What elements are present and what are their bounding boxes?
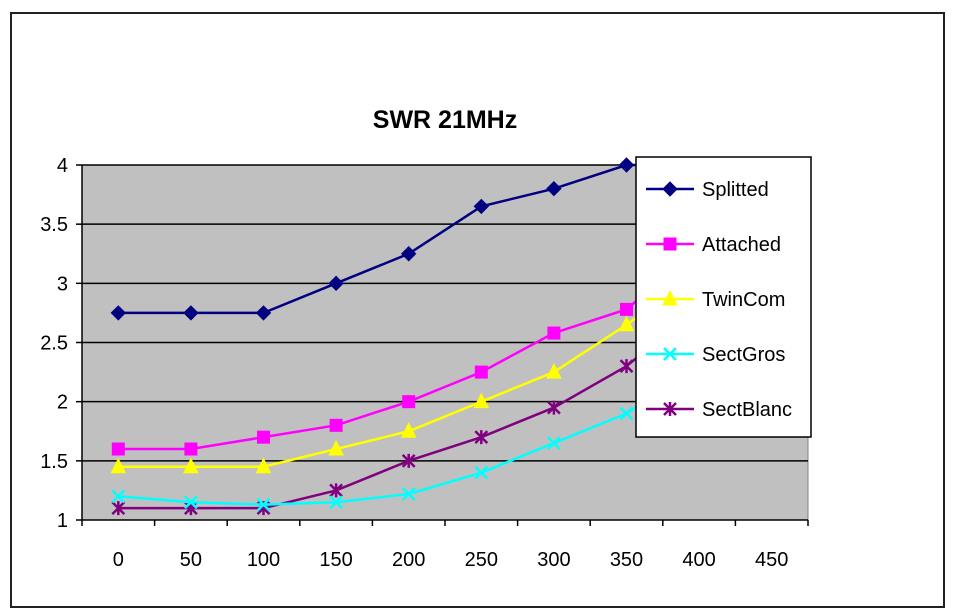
data-point-sectgros — [401, 487, 416, 501]
data-point-attached — [402, 395, 416, 409]
data-point-sectgros — [111, 489, 126, 504]
data-point-twincom — [183, 457, 199, 474]
x-tick-label: 400 — [682, 549, 715, 571]
data-point-attached — [111, 442, 125, 456]
legend-label: SectBlanc — [702, 399, 792, 421]
legend-label: SectGros — [702, 344, 785, 366]
x-tick-label: 200 — [392, 549, 425, 571]
data-point-attached — [547, 326, 561, 340]
data-point-twincom — [110, 457, 127, 474]
legend-marker — [663, 402, 677, 416]
data-point-twincom — [473, 392, 490, 409]
data-point-splitted — [183, 305, 199, 321]
chart-title: SWR 21MHz — [373, 106, 517, 134]
legend-label: Attached — [702, 234, 781, 256]
data-point-sectgros — [184, 495, 198, 510]
data-point-sectblanc — [111, 501, 126, 516]
x-tick-label: 100 — [247, 549, 280, 571]
data-point-twincom — [328, 439, 344, 456]
legend-marker — [662, 289, 678, 306]
x-tick-label: 250 — [465, 549, 498, 571]
y-tick-label: 3 — [57, 273, 68, 295]
data-point-sectblanc — [329, 483, 343, 498]
data-point-twincom — [400, 422, 417, 438]
x-tick-label: 350 — [610, 549, 643, 571]
data-point-sectblanc — [401, 453, 416, 468]
data-point-splitted — [618, 157, 635, 173]
data-point-attached — [257, 430, 270, 444]
data-point-sectblanc — [547, 400, 561, 415]
legend-label: TwinCom — [702, 289, 785, 311]
data-point-attached — [620, 302, 633, 316]
legend-item-twincom: TwinCom — [646, 289, 785, 311]
y-tick-label: 1 — [57, 510, 68, 532]
data-point-splitted — [110, 305, 127, 321]
legend-item-sectgros: SectGros — [646, 344, 785, 366]
data-point-splitted — [473, 198, 490, 215]
x-tick-label: 150 — [319, 549, 352, 571]
data-point-sectgros — [547, 436, 561, 450]
data-point-splitted — [328, 275, 344, 292]
x-tick-label: 50 — [180, 549, 202, 571]
legend-item-sectblanc: SectBlanc — [646, 399, 792, 421]
data-point-splitted — [255, 305, 272, 321]
data-point-attached — [329, 418, 343, 432]
legend-marker — [663, 237, 677, 251]
legend-marker — [662, 181, 678, 197]
y-tick-label: 4 — [57, 155, 68, 177]
legend-marker — [663, 347, 677, 361]
data-point-sectgros — [329, 495, 343, 510]
x-tick-label: 0 — [113, 549, 124, 571]
data-point-twincom — [546, 362, 562, 379]
data-point-sectgros — [619, 406, 634, 421]
legend: Splitted Attached TwinCom SectGros SectBlanc — [635, 156, 812, 438]
data-point-splitted — [400, 246, 417, 262]
legend-box — [635, 156, 812, 438]
data-point-twincom — [255, 457, 272, 474]
data-point-sectblanc — [619, 359, 634, 374]
x-tick-label: 300 — [537, 549, 570, 571]
y-tick-label: 2 — [57, 392, 68, 414]
data-point-attached — [184, 442, 198, 456]
x-tick-label: 450 — [755, 549, 788, 571]
legend-item-splitted: Splitted — [646, 179, 769, 201]
y-tick-label: 2.5 — [40, 333, 68, 355]
data-point-sectgros — [256, 497, 271, 512]
data-point-splitted — [546, 180, 562, 197]
data-point-twincom — [618, 315, 635, 332]
data-point-attached — [474, 365, 488, 379]
legend-label: Splitted — [702, 179, 769, 201]
data-point-sectblanc — [474, 430, 489, 445]
y-tick-label: 1.5 — [40, 451, 68, 473]
legend-item-attached: Attached — [646, 234, 781, 256]
y-tick-label: 3.5 — [40, 214, 68, 236]
data-point-sectgros — [474, 465, 489, 480]
